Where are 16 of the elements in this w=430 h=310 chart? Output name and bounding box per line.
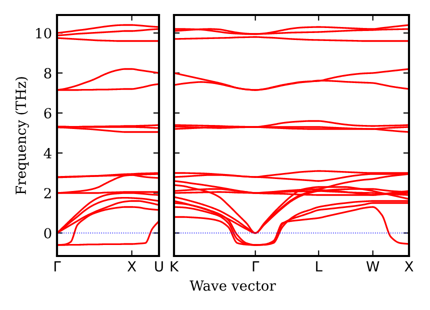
- y-tick-label: 6: [44, 108, 52, 118]
- x-tick-label: X: [127, 261, 136, 272]
- y-tick-label: 2: [44, 188, 51, 198]
- y-tick-label: 10: [36, 28, 52, 38]
- x-tick-label: Γ: [252, 261, 260, 272]
- x-tick-label: W: [366, 261, 380, 272]
- x-tick-label: X: [404, 261, 414, 272]
- y-axis-title: Frequency (THz): [15, 77, 29, 194]
- x-tick-label: L: [316, 261, 322, 272]
- y-tick-label: 8: [44, 68, 52, 78]
- y-tick-label: 4: [44, 148, 52, 158]
- x-axis-title: Wave vector: [190, 280, 276, 291]
- x-tick-label: Γ: [54, 261, 61, 272]
- x-tick-label: U: [155, 261, 163, 272]
- y-tick-label: 0: [44, 228, 52, 238]
- x-tick-label: K: [170, 261, 179, 272]
